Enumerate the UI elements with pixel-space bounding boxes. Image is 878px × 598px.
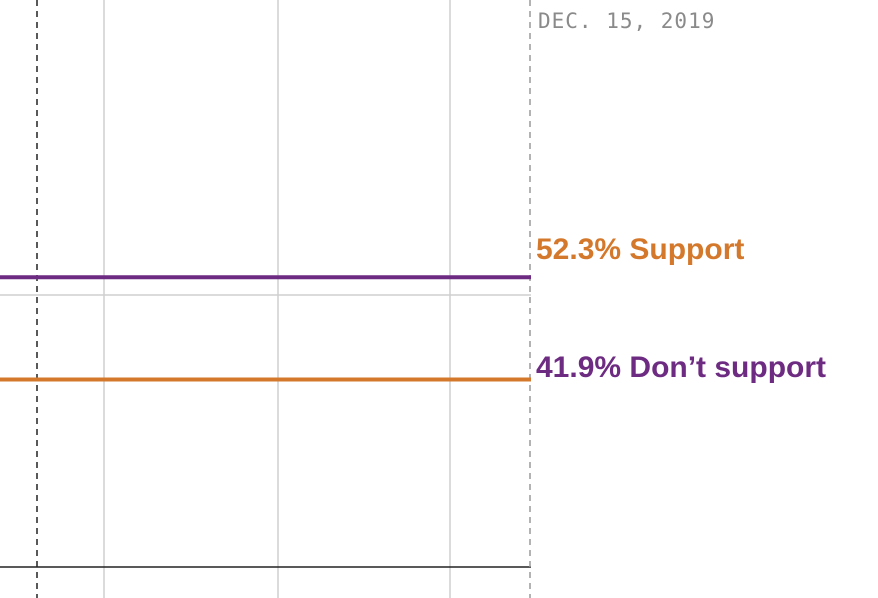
average-lines: [0, 275, 531, 382]
latest-date-label: DEC. 15, 2019: [538, 9, 715, 33]
chart-gridlines: [0, 0, 531, 598]
oppose-end-label: 41.9% Don’t support: [536, 351, 826, 384]
support-end-label: 52.3% Support: [536, 233, 744, 266]
